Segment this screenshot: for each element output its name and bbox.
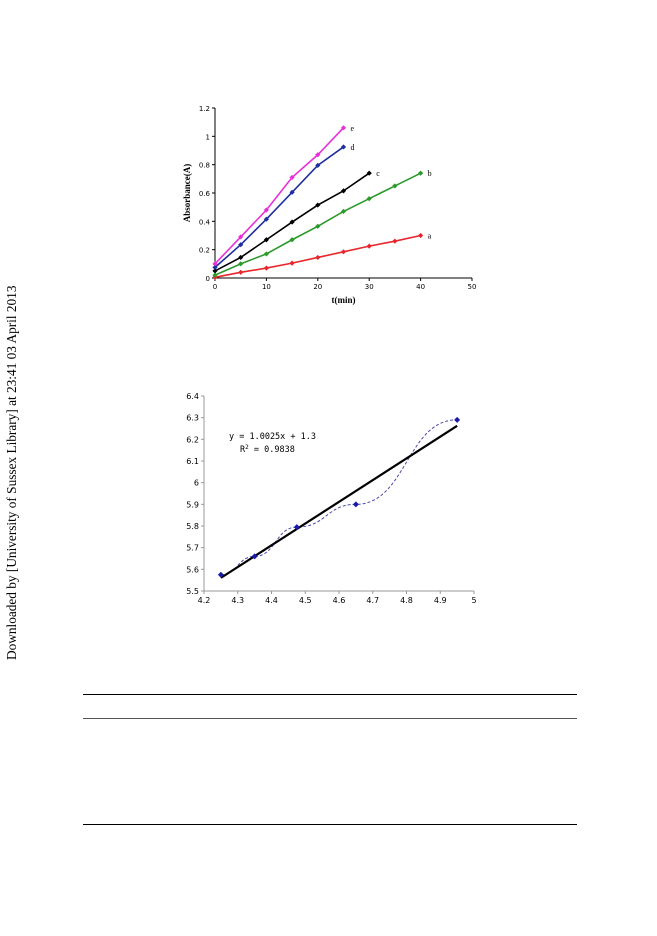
data-point-c xyxy=(315,202,321,208)
data-point-a xyxy=(263,265,269,271)
y-tick-label: 6 xyxy=(194,479,199,488)
data-point-d xyxy=(238,242,244,248)
x-tick-label: 4.7 xyxy=(366,596,379,605)
x-axis-label: t(min) xyxy=(332,295,356,305)
data-point-a xyxy=(289,260,295,266)
series-label-e: e xyxy=(351,124,355,133)
y-tick-label: 6.3 xyxy=(186,414,199,423)
table-bottom-rule xyxy=(83,824,577,826)
data-point-e xyxy=(263,207,269,213)
y-tick-label: 5.6 xyxy=(186,565,199,574)
data-point-e xyxy=(315,152,321,158)
data-point-b xyxy=(263,251,269,257)
data-point-a xyxy=(238,269,244,275)
r-squared-label: R2 = 0.9838 xyxy=(240,444,295,455)
r-squared-value: = 0.9838 xyxy=(249,445,295,455)
y-tick-label: 5.7 xyxy=(186,544,199,553)
data-point-a xyxy=(392,238,398,244)
data-point-a xyxy=(340,249,347,255)
r-squared-letter: R xyxy=(240,445,246,455)
table-top-rule xyxy=(83,694,577,696)
y-tick-label: 6.4 xyxy=(186,392,199,401)
table-header-rule xyxy=(83,718,577,719)
y-tick-label: 0 xyxy=(206,275,210,283)
x-tick-label: 4.8 xyxy=(400,596,413,605)
data-point-b xyxy=(212,272,218,278)
data-point-d xyxy=(263,216,269,222)
series-line-d xyxy=(214,146,344,268)
data-point-e xyxy=(289,174,295,181)
series-label-b: b xyxy=(428,169,432,178)
data-point-d xyxy=(340,144,347,150)
x-tick-label: 10 xyxy=(262,283,271,291)
y-tick-label: 1.2 xyxy=(199,105,210,113)
data-point-a xyxy=(315,254,321,261)
linear-regression-chart: 5.5 5.6 5.7 5.8 5.9 6 6.1 6.2 6.3 6.4 4.2 4.3 4.4 4.5… xyxy=(186,392,476,605)
y-tick-label: 6.1 xyxy=(186,457,199,466)
data-point-c xyxy=(212,268,218,274)
data-point-b xyxy=(340,208,347,215)
y-tick-label: 5.8 xyxy=(186,522,199,531)
data-point xyxy=(251,553,258,560)
regression-equation: y = 1.0025x + 1.3 xyxy=(229,432,316,442)
y-tick-label: 0.6 xyxy=(199,190,211,198)
y-tick-label: 0.4 xyxy=(199,218,211,226)
data-point-d xyxy=(315,162,321,168)
x-tick-label: 50 xyxy=(468,283,477,291)
x-tick-label: 40 xyxy=(416,283,425,291)
data-point-c xyxy=(289,219,295,225)
y-axis-label: Absorbance(A) xyxy=(182,164,192,223)
x-tick-label: 4.4 xyxy=(265,596,278,605)
x-tick-label: 4.3 xyxy=(231,596,244,605)
x-tick-label: 4.5 xyxy=(299,596,312,605)
absorbance-time-chart: 0 0.2 0.4 0.6 0.8 1 1.2 0 10 20 30 40 50 t(min) Absorb… xyxy=(182,105,477,305)
data-point-b xyxy=(418,170,424,176)
data-point-e xyxy=(340,125,347,131)
y-tick-label: 0.8 xyxy=(199,162,210,170)
trendline xyxy=(220,424,458,579)
x-tick-label: 30 xyxy=(365,283,374,291)
series-label-d: d xyxy=(351,143,355,152)
y-tick-label: 0.2 xyxy=(199,247,210,255)
series-label-a: a xyxy=(428,232,432,241)
series-label-c: c xyxy=(376,169,380,178)
r-squared-superscript: 2 xyxy=(245,444,249,451)
x-tick-label: 0 xyxy=(213,283,217,291)
data-point-a xyxy=(418,232,424,239)
data-point xyxy=(454,416,461,423)
data-point-c xyxy=(366,170,372,176)
data-point-b xyxy=(392,183,398,189)
data-point xyxy=(293,524,300,531)
x-tick-label: 20 xyxy=(313,283,322,291)
data-point-a xyxy=(366,243,372,249)
connecting-curve xyxy=(220,419,458,576)
y-tick-label: 5.9 xyxy=(186,500,199,509)
data-point-c xyxy=(340,188,347,194)
y-tick-label: 5.5 xyxy=(186,587,199,596)
data-point-b xyxy=(315,223,321,229)
data-point-d xyxy=(212,264,218,270)
data-point-b xyxy=(289,237,295,243)
data-point-b xyxy=(366,196,372,202)
y-tick-label: 6.2 xyxy=(186,435,199,444)
data-point-c xyxy=(238,254,244,261)
x-tick-label: 5 xyxy=(471,596,476,605)
x-tick-label: 4.6 xyxy=(333,596,346,605)
data-point-c xyxy=(263,237,269,243)
x-tick-label: 4.9 xyxy=(434,596,447,605)
x-tick-label: 4.2 xyxy=(198,596,211,605)
data-point xyxy=(217,571,224,578)
data-point-b xyxy=(238,261,244,267)
data-point-e xyxy=(212,261,218,267)
data-point xyxy=(352,501,359,508)
data-point-d xyxy=(289,189,295,195)
y-tick-label: 1 xyxy=(206,133,210,141)
series-line-e xyxy=(214,127,345,265)
data-point-e xyxy=(238,234,244,240)
